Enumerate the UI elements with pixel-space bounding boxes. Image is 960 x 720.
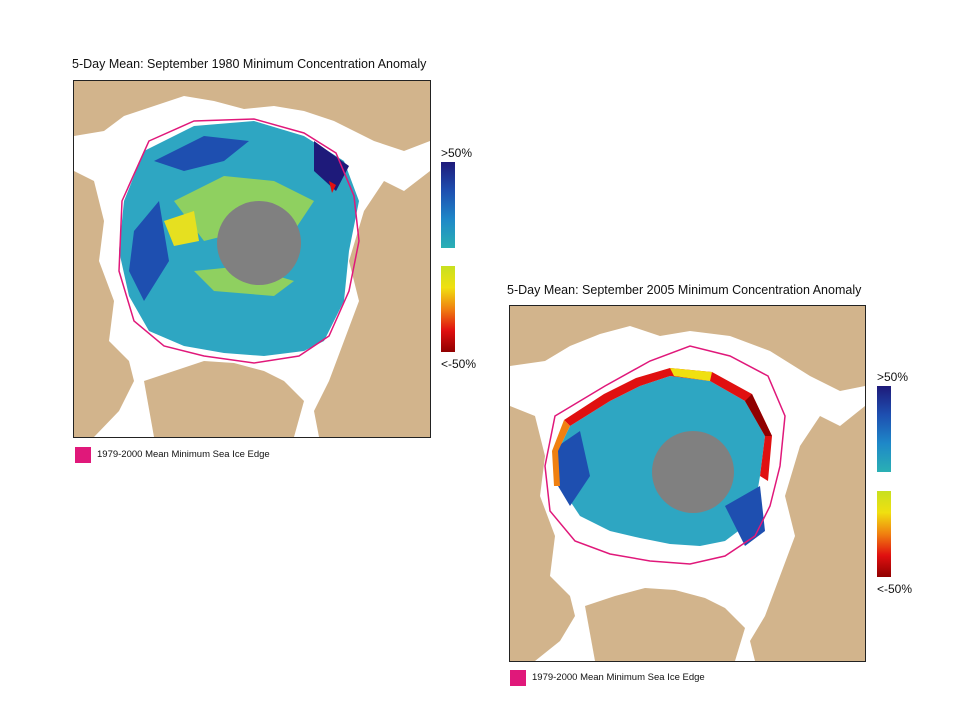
positive-anomaly-scale-2005	[877, 386, 891, 472]
positive-anomaly-scale-1980	[441, 162, 455, 248]
land-north	[74, 81, 430, 151]
land-east	[750, 406, 865, 661]
arctic-map-2005	[509, 305, 866, 662]
scale-top-label-1980: >50%	[441, 146, 473, 160]
pole-hole-2005	[652, 431, 734, 513]
scale-bottom-label-2005: <-50%	[877, 582, 913, 596]
legend-label-1980: 1979-2000 Mean Minimum Sea Ice Edge	[97, 449, 270, 460]
legend-label-2005: 1979-2000 Mean Minimum Sea Ice Edge	[532, 672, 705, 683]
land-south	[585, 588, 745, 661]
land-south	[144, 361, 304, 437]
mean-edge-2005	[544, 345, 786, 565]
scale-top-label-2005: >50%	[877, 370, 909, 384]
land-west	[74, 171, 134, 437]
map-title-2005: 5-Day Mean: September 2005 Minimum Conce…	[507, 283, 862, 297]
pole-hole-1980	[217, 201, 301, 285]
negative-anomaly-scale-1980	[441, 266, 455, 352]
pink-square-icon	[510, 670, 526, 686]
land-north	[510, 306, 865, 391]
land-west	[510, 406, 575, 661]
negative-anomaly-scale-2005	[877, 491, 891, 577]
pink-square-icon	[75, 447, 91, 463]
scale-bottom-label-1980: <-50%	[441, 357, 477, 371]
land-east	[314, 171, 430, 437]
arctic-map-1980	[73, 80, 431, 438]
map-title-1980: 5-Day Mean: September 1980 Minimum Conce…	[72, 57, 427, 71]
mean-edge-1980	[118, 118, 360, 364]
